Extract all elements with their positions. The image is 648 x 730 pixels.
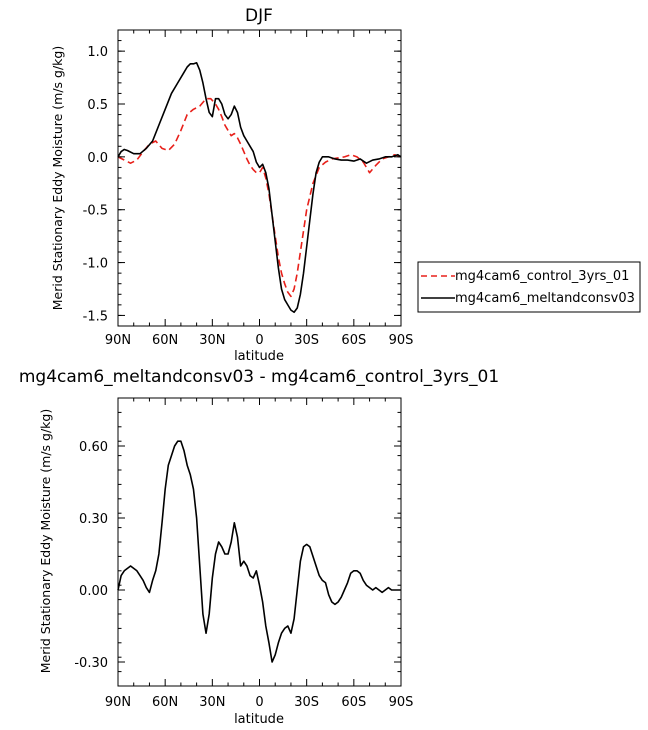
top-y-tick-label: -1.5 (83, 309, 108, 324)
bottom-x-tick-label: 0 (255, 695, 263, 710)
top-y-tick-label: -1.0 (83, 257, 108, 272)
top-plot-frame (117, 29, 402, 327)
top-y-axis-label: Merid Stationary Eddy Moisture (m/s g/kg… (50, 46, 65, 310)
bottom-y-tick-label: 0.00 (79, 584, 108, 599)
top-x-tick-label: 90N (105, 333, 131, 348)
legend-box (417, 261, 641, 313)
top-x-tick-label: 60S (341, 333, 366, 348)
bottom-y-tick-label: -0.30 (74, 656, 108, 671)
top-x-tick-label: 30N (199, 333, 225, 348)
bottom-x-tick-label: 90N (105, 695, 131, 710)
bottom-panel: mg4cam6_meltandconsv03 - mg4cam6_control… (19, 367, 499, 727)
top-panel: DJF Merid Stationary Eddy Moisture (m/s … (50, 6, 413, 364)
bottom-x-tick-label: 60N (152, 695, 178, 710)
legend-label-control: mg4cam6_control_3yrs_01 (455, 269, 629, 284)
top-y-tick-label: 1.0 (87, 45, 108, 60)
top-x-tick-label: 30S (294, 333, 319, 348)
top-series-line-0 (117, 97, 402, 298)
bottom-x-axis-label: latitude (234, 712, 284, 727)
bottom-y-tick-label: 0.60 (79, 440, 108, 455)
legend-label-meltandconsv03: mg4cam6_meltandconsv03 (455, 291, 635, 306)
top-y-tick-label: 0.5 (87, 98, 108, 113)
top-series-line-1 (117, 61, 402, 314)
top-chart-title: DJF (245, 6, 273, 26)
legend: mg4cam6_control_3yrs_01 mg4cam6_meltandc… (417, 261, 641, 313)
top-x-tick-label: 90S (389, 333, 414, 348)
top-y-tick-label: -0.5 (83, 204, 108, 219)
top-x-tick-label: 60N (152, 333, 178, 348)
bottom-y-tick-label: 0.30 (79, 512, 108, 527)
bottom-x-tick-label: 90S (389, 695, 414, 710)
bottom-y-axis-label: Merid Stationary Eddy Moisture (m/s g/kg… (38, 409, 53, 673)
bottom-x-tick-label: 30N (199, 695, 225, 710)
bottom-x-tick-label: 60S (341, 695, 366, 710)
bottom-x-tick-label: 30S (294, 695, 319, 710)
bottom-series-line-0 (117, 440, 401, 663)
top-y-tick-label: 0.0 (87, 151, 108, 166)
bottom-chart-title: mg4cam6_meltandconsv03 - mg4cam6_control… (19, 367, 499, 387)
top-x-axis-label: latitude (234, 349, 284, 364)
top-x-tick-label: 0 (255, 333, 263, 348)
